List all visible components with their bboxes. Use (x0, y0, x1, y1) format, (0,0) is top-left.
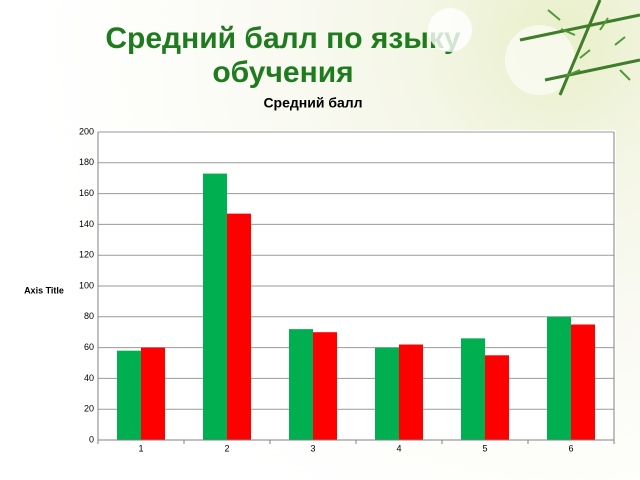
y-tick-label: 100 (79, 280, 94, 290)
bar (289, 329, 313, 440)
y-tick-label: 180 (79, 157, 94, 167)
bar (399, 344, 423, 440)
y-tick-label: 120 (79, 250, 94, 260)
bar (227, 213, 251, 440)
bar (117, 350, 141, 440)
x-tick-label: 5 (482, 443, 487, 453)
slide-title: Средний балл по языку обучения (105, 22, 461, 89)
bar (461, 338, 485, 440)
chart-title: Средний балл (263, 95, 362, 111)
x-tick-label: 1 (138, 443, 143, 453)
y-tick-label: 160 (79, 188, 94, 198)
y-tick-label: 20 (84, 404, 94, 414)
y-tick-label: 140 (79, 219, 94, 229)
x-tick-label: 6 (568, 443, 573, 453)
y-tick-label: 60 (84, 342, 94, 352)
y-tick-label: 80 (84, 311, 94, 321)
y-tick-label: 40 (84, 373, 94, 383)
bar (203, 173, 227, 440)
y-tick-label: 0 (89, 434, 94, 444)
bar (485, 355, 509, 440)
x-tick-label: 4 (396, 443, 401, 453)
x-tick-label: 3 (310, 443, 315, 453)
y-axis-title: Axis Title (24, 285, 64, 295)
bar (571, 324, 595, 440)
bar (375, 347, 399, 440)
y-tick-label: 200 (79, 126, 94, 136)
bar (141, 347, 165, 440)
bar (547, 316, 571, 440)
x-tick-label: 2 (224, 443, 229, 453)
bar (313, 332, 337, 440)
decoration (428, 0, 640, 96)
